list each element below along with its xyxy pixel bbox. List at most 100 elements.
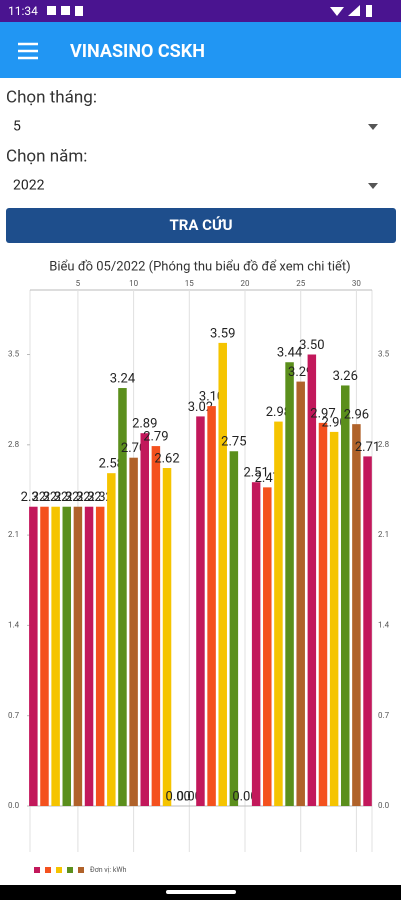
value-label: 2.32 xyxy=(88,490,113,505)
legend-label: Đơn vị: kWh xyxy=(90,866,127,874)
month-select[interactable]: 5 xyxy=(13,119,21,135)
status-icon xyxy=(61,6,70,15)
search-button-label: TRA CỨU xyxy=(169,216,232,234)
value-label: 3.50 xyxy=(299,338,324,353)
bar xyxy=(218,342,227,806)
bar xyxy=(129,457,138,806)
year-select[interactable]: 2022 xyxy=(13,178,45,194)
value-label: 2.98 xyxy=(266,405,291,420)
legend-swatch xyxy=(45,867,51,873)
bar xyxy=(51,506,60,806)
value-label: 2.32 xyxy=(21,490,46,505)
value-label: 3.29 xyxy=(288,365,313,380)
bar xyxy=(140,433,149,806)
dropdown-arrow xyxy=(368,183,378,189)
signal-icon xyxy=(348,5,360,16)
bar xyxy=(95,506,105,806)
value-label: 2.97 xyxy=(310,406,335,421)
legend-swatch xyxy=(34,867,40,873)
value-label: 2.51 xyxy=(243,466,268,481)
bar xyxy=(62,506,72,806)
value-label: 0.00 xyxy=(177,789,202,804)
y2-tick-label: 0.0 xyxy=(378,801,390,810)
bar xyxy=(341,385,350,806)
bar xyxy=(274,421,283,806)
value-label: 2.90 xyxy=(321,415,346,430)
value-label: 2.47 xyxy=(255,471,280,486)
bar xyxy=(363,456,372,806)
battery-icon xyxy=(366,5,372,17)
value-label: 0.00 xyxy=(232,789,257,804)
y2-tick-label: 2.8 xyxy=(378,440,390,449)
bar xyxy=(29,506,38,806)
value-label: 3.24 xyxy=(110,371,136,386)
menu-button[interactable] xyxy=(18,42,38,60)
value-label: 2.58 xyxy=(99,457,124,472)
value-label: 2.75 xyxy=(221,435,246,450)
bar xyxy=(296,381,305,806)
y2-tick-label: 0.7 xyxy=(378,711,390,720)
year-label: Chọn năm: xyxy=(6,146,87,166)
bar xyxy=(151,446,161,806)
x-tick-label: 10 xyxy=(129,279,138,288)
home-indicator xyxy=(166,890,236,894)
bar xyxy=(329,431,339,806)
bar xyxy=(318,422,328,806)
x-tick-label: 30 xyxy=(352,279,361,288)
x-tick-label: 5 xyxy=(76,279,81,288)
bar xyxy=(207,406,216,806)
value-label: 0.00 xyxy=(165,789,190,804)
bar xyxy=(107,473,116,806)
value-label: 2.32 xyxy=(32,490,57,505)
value-label: 2.32 xyxy=(65,490,90,505)
value-label: 3.26 xyxy=(333,369,358,384)
chart-title: Biểu đồ 05/2022 (Phóng thu biểu đồ để xe… xyxy=(49,259,350,274)
bar xyxy=(162,468,172,806)
value-label: 2.79 xyxy=(143,430,168,445)
value-label: 2.62 xyxy=(154,451,179,466)
value-label: 2.32 xyxy=(76,490,101,505)
y-tick-label: 1.4 xyxy=(8,621,20,630)
bar xyxy=(352,424,361,806)
bar xyxy=(285,362,294,806)
status-icon xyxy=(47,6,56,15)
dropdown-arrow xyxy=(368,124,378,130)
value-label: 2.70 xyxy=(121,441,146,456)
value-label: 3.02 xyxy=(188,400,213,415)
y2-tick-label: 3.5 xyxy=(378,350,390,359)
bar xyxy=(251,482,261,806)
bar xyxy=(118,388,127,806)
value-label: 2.32 xyxy=(54,490,79,505)
legend-swatch xyxy=(67,867,73,873)
value-label: 2.96 xyxy=(344,408,369,423)
clock: 11:34 xyxy=(8,4,38,18)
y-tick-label: 3.5 xyxy=(8,350,20,359)
y-tick-label: 0.7 xyxy=(8,711,20,720)
month-label: Chọn tháng: xyxy=(6,87,97,107)
x-tick-label: 20 xyxy=(241,279,250,288)
value-label: 2.71 xyxy=(355,440,380,455)
value-label: 2.89 xyxy=(132,417,157,432)
value-label: 3.59 xyxy=(210,326,235,341)
wifi-icon xyxy=(330,7,344,16)
bar xyxy=(84,506,94,806)
x-tick-label: 15 xyxy=(185,279,194,288)
bar xyxy=(196,416,205,806)
bar xyxy=(40,506,49,806)
value-label: 2.32 xyxy=(43,490,68,505)
value-label: 3.10 xyxy=(199,390,224,405)
y2-tick-label: 2.1 xyxy=(378,530,389,539)
search-button[interactable] xyxy=(6,208,396,243)
app-title: VINASINO CSKH xyxy=(70,41,205,62)
legend-swatch xyxy=(78,867,84,873)
y-tick-label: 2.1 xyxy=(8,530,19,539)
bar xyxy=(263,487,272,806)
legend-swatch xyxy=(56,867,62,873)
x-tick-label: 25 xyxy=(296,279,305,288)
bar xyxy=(307,354,317,806)
value-label: 3.44 xyxy=(277,346,303,361)
y-tick-label: 2.8 xyxy=(8,440,20,449)
app-bar xyxy=(0,22,401,78)
y2-tick-label: 1.4 xyxy=(378,621,390,630)
